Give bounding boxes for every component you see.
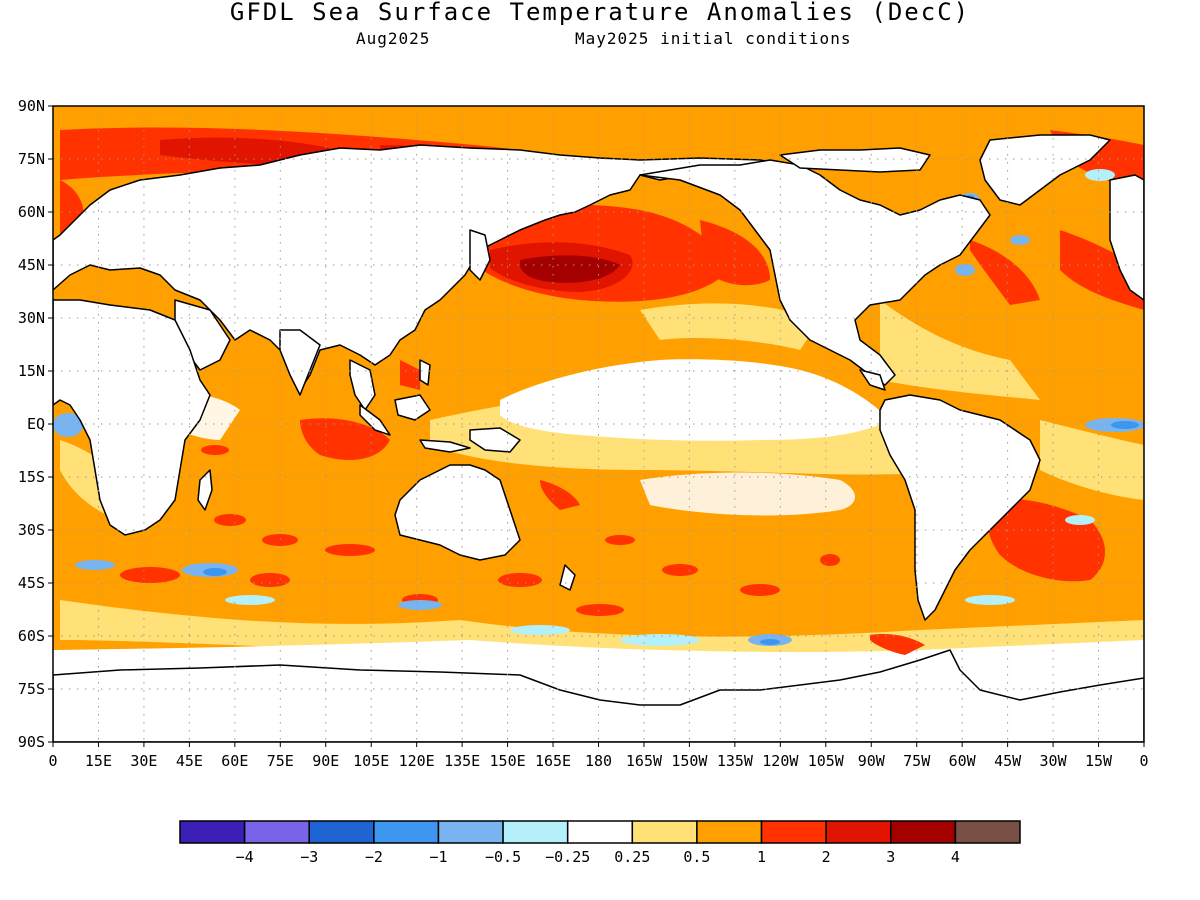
colorbar-swatch xyxy=(308,820,375,844)
colorbar-swatch xyxy=(502,820,569,844)
colorbar-label: −1 xyxy=(429,848,447,866)
antarctica xyxy=(53,649,1144,742)
lon-tick-label: 105E xyxy=(353,752,389,770)
lon-tick-label: 135W xyxy=(717,752,754,770)
lat-tick-label: EQ xyxy=(27,415,45,433)
lon-tick-label: 60W xyxy=(949,752,977,770)
colorbar-label: 0.5 xyxy=(683,848,710,866)
lon-tick-label: 120E xyxy=(399,752,435,770)
australia xyxy=(394,464,521,561)
lat-tick-label: 30N xyxy=(18,309,45,327)
colorbar-swatch xyxy=(373,820,440,844)
land-masses xyxy=(53,134,1144,742)
lon-tick-label: 150W xyxy=(671,752,708,770)
map-title: GFDL Sea Surface Temperature Anomalies (… xyxy=(229,0,971,26)
lon-tick-label: 105W xyxy=(808,752,845,770)
greenland xyxy=(979,134,1111,206)
grid-lines xyxy=(53,106,1144,742)
lon-tick-label: 15E xyxy=(85,752,112,770)
initial-conditions: May2025 initial conditions xyxy=(575,29,852,48)
lon-tick-label: 75E xyxy=(267,752,294,770)
lon-tick-label: 165E xyxy=(535,752,571,770)
colorbar-label: 1 xyxy=(757,848,766,866)
colorbar-label: 4 xyxy=(951,848,960,866)
colorbar-swatch xyxy=(566,820,634,844)
lon-tick-label: 45W xyxy=(994,752,1022,770)
lon-tick-label: 75W xyxy=(903,752,931,770)
colorbar-label: 3 xyxy=(886,848,895,866)
lon-tick-label: 60E xyxy=(221,752,248,770)
colorbar-swatch xyxy=(760,820,827,844)
north-america xyxy=(639,159,991,386)
latitude-axis: 90N 75N 60N 45N 30N 15N EQ 15S 30S 45S 60S 75S 90S xyxy=(18,97,53,751)
lon-tick-label: 180 xyxy=(585,752,612,770)
lon-tick-label: 135E xyxy=(444,752,480,770)
lon-tick-label: 90E xyxy=(312,752,339,770)
colorbar-label: −3 xyxy=(300,848,318,866)
lat-tick-label: 30S xyxy=(18,521,45,539)
lon-tick-label: 0 xyxy=(1139,752,1148,770)
lat-tick-label: 15N xyxy=(18,362,45,380)
lat-tick-label: 75S xyxy=(18,680,45,698)
colorbar-label: −2 xyxy=(365,848,383,866)
colorbar: −4 −3 −2 −1 −0.5 −0.25 0.25 0.5 1 2 3 4 xyxy=(179,820,1021,866)
lon-tick-label: 30W xyxy=(1040,752,1068,770)
lon-tick-label: 30E xyxy=(130,752,157,770)
colorbar-swatch xyxy=(825,820,892,844)
colorbar-swatch xyxy=(696,820,763,844)
colorbar-swatch xyxy=(243,820,310,844)
colorbar-swatch xyxy=(179,820,246,844)
lon-tick-label: 45E xyxy=(176,752,203,770)
lat-tick-label: 45S xyxy=(18,574,45,592)
lat-tick-label: 15S xyxy=(18,468,45,486)
lon-tick-label: 0 xyxy=(48,752,57,770)
lon-tick-label: 15W xyxy=(1085,752,1113,770)
lon-tick-label: 90W xyxy=(858,752,886,770)
lat-tick-label: 90S xyxy=(18,733,45,751)
valid-month: Aug2025 xyxy=(356,29,431,48)
lat-tick-label: 60S xyxy=(18,627,45,645)
colorbar-swatch xyxy=(631,820,698,844)
anomaly-field xyxy=(53,106,1144,742)
longitude-axis: 0 15E 30E 45E 60E 75E 90E 105E 120E 135E 150E 165E 1… xyxy=(48,742,1149,770)
lon-tick-label: 120W xyxy=(762,752,799,770)
lon-tick-label: 165W xyxy=(626,752,663,770)
lat-tick-label: 90N xyxy=(18,97,45,115)
lat-tick-label: 60N xyxy=(18,203,45,221)
eurasia xyxy=(53,144,791,391)
south-america xyxy=(879,394,1041,621)
colorbar-label: 0.25 xyxy=(614,848,650,866)
colorbar-swatch xyxy=(890,820,957,844)
colorbar-swatch xyxy=(954,820,1021,844)
colorbar-label: −4 xyxy=(236,848,254,866)
lon-tick-label: 150E xyxy=(490,752,526,770)
colorbar-label: −0.5 xyxy=(485,848,521,866)
colorbar-label: 2 xyxy=(822,848,831,866)
lat-tick-label: 75N xyxy=(18,150,45,168)
colorbar-label: −0.25 xyxy=(545,848,590,866)
africa xyxy=(53,299,211,536)
colorbar-swatch xyxy=(437,820,504,844)
lat-tick-label: 45N xyxy=(18,256,45,274)
